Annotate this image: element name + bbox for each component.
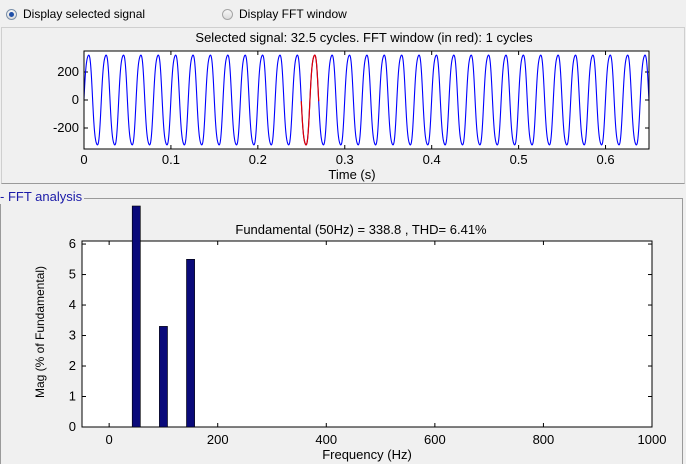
fft-bar: [186, 258, 195, 428]
fft-x-tick-label: 0: [106, 432, 113, 447]
signal-y-tick-label: -200: [53, 120, 79, 135]
display-fft-window-label: Display FFT window: [239, 7, 347, 21]
signal-x-tick-label: 0: [80, 152, 87, 167]
signal-y-tick-label: 0: [72, 92, 79, 107]
fft-analysis-group: [0, 198, 683, 464]
fft-bars: [131, 205, 195, 428]
fft-bar: [159, 326, 168, 428]
fft-y-tick-label: 6: [69, 236, 76, 251]
signal-x-tick-label: 0.3: [336, 152, 354, 167]
fft-analysis-label: - FFT analysis: [0, 189, 85, 204]
fft-x-tick-label: 1000: [638, 432, 667, 447]
fft-window-waveform: [300, 54, 320, 146]
signal-x-tick-label: 0.5: [510, 152, 528, 167]
fft-ticks: 0 200 400 600 800 1000 0 1 2 3 4 5 6: [69, 236, 667, 447]
radio-unchecked-icon: [222, 8, 233, 20]
signal-y-tick-label: 200: [57, 64, 79, 79]
signal-x-tick-label: 0.2: [249, 152, 267, 167]
display-selected-signal-label: Display selected signal: [23, 7, 146, 21]
radio-checked-icon: [6, 8, 17, 20]
signal-ticks: 0 0.1 0.2 0.3 0.4 0.5 0.6 -200 0 200: [53, 51, 649, 167]
fft-y-axis-label: Mag (% of Fundamental): [33, 266, 47, 398]
fft-y-tick-label: 3: [69, 328, 76, 343]
fft-bar: [131, 205, 141, 428]
fft-y-tick-label: 4: [69, 297, 76, 312]
signal-axes-border: [83, 50, 650, 150]
signal-waveform: [83, 54, 650, 146]
signal-x-axis-label: Time (s): [328, 167, 375, 182]
fft-x-tick-label: 200: [207, 432, 229, 447]
fft-plot-title: Fundamental (50Hz) = 338.8 , THD= 6.41%: [235, 222, 487, 237]
fft-x-tick-label: 800: [533, 432, 555, 447]
fft-y-tick-label: 5: [69, 267, 76, 282]
fft-y-tick-label: 1: [69, 389, 76, 404]
fft-x-axis-label: Frequency (Hz): [322, 447, 412, 462]
fft-x-tick-label: 600: [424, 432, 446, 447]
fft-y-tick-label: 2: [69, 358, 76, 373]
fft-axes: [81, 240, 653, 428]
signal-plot-title: Selected signal: 32.5 cycles. FFT window…: [195, 30, 533, 45]
display-selected-signal-radio[interactable]: Display selected signal: [6, 6, 145, 22]
signal-x-tick-label: 0.4: [423, 152, 441, 167]
signal-x-tick-label: 0.1: [162, 152, 180, 167]
signal-x-tick-label: 0.6: [596, 152, 614, 167]
fft-x-tick-label: 400: [315, 432, 337, 447]
fft-y-tick-label: 0: [69, 419, 76, 434]
display-fft-window-radio[interactable]: Display FFT window: [222, 6, 347, 22]
